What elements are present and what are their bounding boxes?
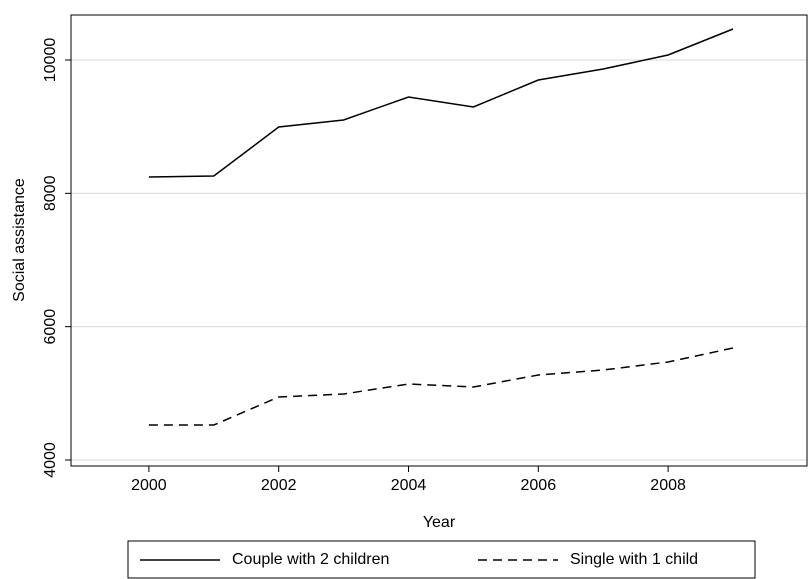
legend-label: Single with 1 child [570,551,698,568]
x-axis-label: Year [423,514,456,531]
legend-label: Couple with 2 children [232,551,389,568]
plot-frame [70,14,808,467]
series-line [148,28,734,178]
y-tick-label: 6000 [42,309,59,345]
x-tick-label: 2002 [261,477,297,494]
series-line [148,347,734,426]
x-tick-label: 2004 [391,477,427,494]
y-tick-label: 4000 [42,442,59,478]
x-tick-label: 2008 [650,477,686,494]
x-tick-label: 2006 [521,477,557,494]
legend-box [127,540,756,579]
x-tick-label: 2000 [131,477,167,494]
y-axis-label: Social assistance [11,178,28,302]
y-tick-label: 10000 [42,38,59,83]
y-tick-label: 8000 [42,175,59,211]
